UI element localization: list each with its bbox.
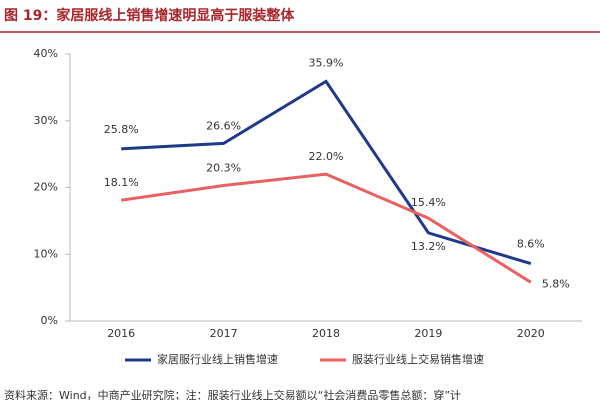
y-tick-label: 40%: [34, 47, 58, 60]
series-line: [120, 172, 532, 284]
x-tick-label: 2019: [414, 327, 442, 340]
x-tick-label: 2016: [107, 327, 135, 340]
y-tick-label: 20%: [34, 181, 58, 194]
x-tick-label: 2020: [517, 327, 545, 340]
data-label: 25.8%: [104, 123, 139, 136]
x-tick-label: 2017: [210, 327, 238, 340]
chart-title: 图 19：家居服线上销售增速明显高于服装整体: [4, 7, 295, 24]
x-tick-label: 2018: [312, 327, 340, 340]
data-label: 5.8%: [542, 277, 570, 290]
legend-label: 服装行业线上交易销售增速: [352, 352, 484, 366]
y-tick-label: 30%: [34, 114, 58, 127]
source-note: 资料来源：Wind，中商产业研究院；注：服装行业线上交易额以“社会消费品零售总额…: [4, 388, 461, 400]
data-label: 18.1%: [104, 176, 139, 189]
data-label: 8.6%: [517, 238, 545, 251]
y-tick-label: 0%: [41, 314, 58, 327]
data-label: 15.4%: [411, 196, 446, 209]
series-line: [121, 79, 532, 266]
legend-label: 家居服行业线上销售增速: [157, 352, 278, 366]
data-label: 35.9%: [309, 56, 344, 69]
data-label: 20.3%: [206, 161, 241, 174]
y-tick-label: 10%: [34, 247, 58, 260]
data-label: 26.6%: [206, 119, 241, 132]
data-label: 13.2%: [411, 240, 446, 253]
data-label: 22.0%: [309, 150, 344, 163]
